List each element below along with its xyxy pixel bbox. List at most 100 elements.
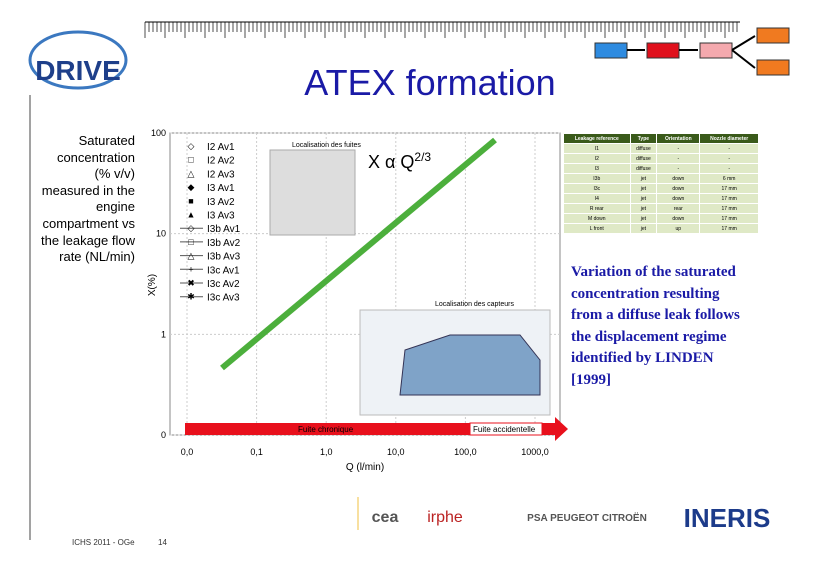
table-cell: L front bbox=[563, 223, 631, 234]
title: ATEX formation bbox=[304, 62, 556, 103]
box bbox=[756, 27, 790, 44]
table-cell: down bbox=[656, 173, 701, 184]
trend-line bbox=[220, 137, 497, 371]
table-cell: I3 bbox=[563, 163, 631, 174]
legend-symbol: ◇ bbox=[188, 141, 195, 151]
partner-logo: INERIS bbox=[684, 503, 771, 533]
legend-label: I3b Av3 bbox=[207, 252, 241, 263]
table-row: I3 diffuse - - bbox=[563, 163, 759, 174]
legend-symbol: △ bbox=[188, 251, 195, 261]
table-header-cell: Type bbox=[629, 133, 658, 144]
legend-symbol: + bbox=[188, 264, 193, 274]
page-number: 14 bbox=[158, 538, 167, 547]
legend-symbol: □ bbox=[188, 237, 194, 247]
box bbox=[594, 42, 628, 59]
table-cell: up bbox=[656, 223, 701, 234]
y-axis-label: X(%) bbox=[147, 274, 158, 296]
table-cell: 17 mm bbox=[699, 223, 759, 234]
table-cell: down bbox=[656, 193, 701, 204]
table-cell: jet bbox=[629, 173, 658, 184]
legend-symbol: ◆ bbox=[188, 182, 195, 192]
partner-logo: irphe bbox=[427, 509, 463, 526]
x-tick-label: 0,1 bbox=[250, 447, 263, 457]
legend-symbol: ■ bbox=[188, 196, 193, 206]
table-row: R rear jet rear 17 mm bbox=[563, 203, 759, 214]
table-cell: jet bbox=[629, 183, 658, 194]
legend-label: I3b Av2 bbox=[207, 238, 241, 249]
x-tick-label: 0,0 bbox=[181, 447, 194, 457]
regime-box bbox=[469, 422, 543, 436]
leak-table: Leakage reference Type Orientation Nozzle d… bbox=[563, 133, 759, 234]
legend-symbol: □ bbox=[188, 155, 194, 165]
table-cell: diffuse bbox=[629, 163, 658, 174]
table-cell: 17 mm bbox=[699, 183, 759, 194]
table-cell: I4 bbox=[563, 193, 631, 204]
table-header-cell: Leakage reference bbox=[563, 133, 631, 144]
legend-label: I2 Av3 bbox=[207, 169, 235, 180]
legend-symbol: ✖ bbox=[187, 278, 195, 288]
table-cell: - bbox=[699, 143, 759, 154]
table-header: Leakage reference Type Orientation Nozzle d… bbox=[563, 133, 759, 144]
partner-logo: cea bbox=[372, 509, 399, 526]
legend-symbol: ▲ bbox=[187, 210, 196, 220]
legend-symbol: ✱ bbox=[187, 292, 195, 302]
legend-label: I3c Av2 bbox=[207, 279, 240, 290]
legend-label: I3b Av1 bbox=[207, 224, 241, 235]
regime-bar bbox=[185, 423, 555, 435]
car bbox=[399, 334, 541, 396]
legend-label: I3 Av3 bbox=[207, 211, 235, 222]
table-cell: jet bbox=[629, 203, 658, 214]
table-row: I3c jet down 17 mm bbox=[563, 183, 759, 194]
table-cell: 17 mm bbox=[699, 193, 759, 204]
y-tick-label: 10 bbox=[156, 229, 166, 239]
legend: ◇ I2 Av1 □ I2 Av2 △ I2 Av3 ◆ I3 Av1 ■ I3 Av2 ▲ I3 A… bbox=[180, 141, 241, 304]
caption: Saturated concentration (% v/v) measured… bbox=[41, 133, 135, 265]
table-cell: - bbox=[656, 143, 701, 154]
table-cell: 17 mm bbox=[699, 203, 759, 214]
legend-label: I3c Av1 bbox=[207, 265, 240, 276]
table-header-cell: Nozzle diameter bbox=[699, 133, 759, 144]
x-tick-label: 1,0 bbox=[320, 447, 333, 457]
legend-label: I3c Av3 bbox=[207, 293, 240, 304]
formula-exponent: 2/3 bbox=[414, 150, 431, 164]
table-row: I4 jet down 17 mm bbox=[563, 193, 759, 204]
table-row: I1 diffuse - - bbox=[563, 143, 759, 154]
inset-label: Localisation des capteurs bbox=[435, 301, 514, 308]
inset-engine bbox=[269, 149, 356, 236]
table-cell: 6 mm bbox=[699, 173, 759, 184]
box bbox=[756, 59, 790, 76]
table-cell: jet bbox=[629, 193, 658, 204]
table-row: I2 diffuse - - bbox=[563, 153, 759, 164]
table-body: I1 diffuse - - I2 diffuse - - I3 diffuse - - I3b jet d… bbox=[563, 143, 759, 234]
y-tick-label: 1 bbox=[161, 329, 166, 339]
regime-label: Fuite chronique bbox=[298, 425, 354, 434]
table-cell: jet bbox=[629, 213, 658, 224]
logo: DRIVE bbox=[35, 55, 121, 86]
table-cell: - bbox=[699, 163, 759, 174]
inset-label: Localisation des fuites bbox=[292, 142, 361, 149]
table-row: L front jet up 17 mm bbox=[563, 223, 759, 234]
legend-label: I2 Av2 bbox=[207, 156, 235, 167]
formula-base: X α Q bbox=[368, 152, 414, 172]
legend-label: I3 Av2 bbox=[207, 197, 235, 208]
regime-arrow bbox=[555, 417, 568, 441]
table-row: M down jet down 17 mm bbox=[563, 213, 759, 224]
table-cell: R rear bbox=[563, 203, 631, 214]
formula: X α Q2/3 bbox=[368, 150, 431, 172]
table-row: I3b jet down 6 mm bbox=[563, 173, 759, 184]
table-cell: jet bbox=[629, 223, 658, 234]
box bbox=[699, 42, 733, 59]
x-axis-label: Q (l/min) bbox=[346, 462, 384, 473]
legend-label: I2 Av1 bbox=[207, 142, 235, 153]
legend-label: I3 Av1 bbox=[207, 183, 235, 194]
table-cell: diffuse bbox=[629, 143, 658, 154]
x-tick-label: 10,0 bbox=[387, 447, 405, 457]
ruler-ticks bbox=[144, 22, 738, 38]
x-tick-label: 100,0 bbox=[454, 447, 477, 457]
footer: ICHS 2011 - OGe bbox=[72, 538, 135, 547]
table-cell: I1 bbox=[563, 143, 631, 154]
x-tick-label: 1000,0 bbox=[521, 447, 549, 457]
table-cell: rear bbox=[656, 203, 701, 214]
